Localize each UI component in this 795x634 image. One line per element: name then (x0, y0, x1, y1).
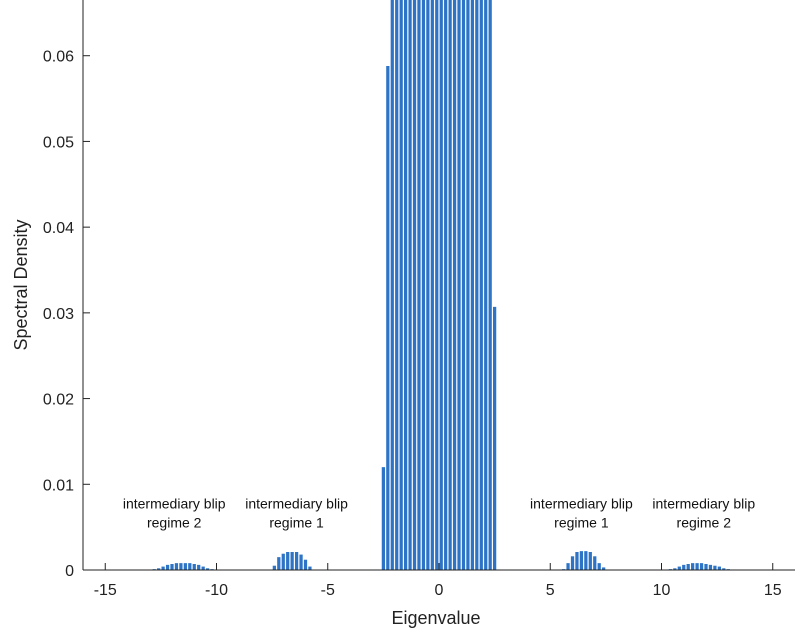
bar (444, 0, 448, 570)
y-axis-label: Spectral Density (11, 219, 31, 350)
bar (588, 552, 592, 570)
bar (457, 0, 461, 570)
bar (412, 0, 417, 570)
bar (579, 551, 584, 570)
bar (201, 566, 205, 570)
bar (566, 563, 570, 570)
bar (584, 551, 588, 570)
bar (395, 0, 399, 570)
bar (597, 563, 601, 570)
bar (421, 0, 426, 570)
annotation-text: intermediary blip (245, 495, 348, 511)
annotation-text: regime 1 (269, 514, 324, 530)
annotation-text: intermediary blip (530, 495, 633, 511)
bar (695, 563, 699, 570)
x-tick-label: 10 (653, 582, 671, 599)
annotation-text: intermediary blip (123, 495, 226, 511)
bar (570, 556, 575, 570)
x-tick-label: 5 (546, 582, 555, 599)
bar (303, 559, 308, 570)
bar (708, 564, 713, 570)
bar (404, 0, 408, 570)
annotation-text: intermediary blip (652, 495, 755, 511)
bar (691, 563, 695, 570)
bar (197, 564, 201, 570)
bar (381, 467, 385, 570)
y-tick-label: 0.05 (43, 134, 74, 151)
bar (722, 568, 726, 570)
bar (188, 563, 192, 570)
y-tick-label: 0 (65, 563, 74, 580)
x-tick-label: -5 (321, 582, 335, 599)
bar (699, 563, 704, 570)
bar (386, 66, 390, 570)
bar (470, 0, 474, 570)
y-tick-label: 0.03 (43, 306, 74, 323)
bar (593, 556, 597, 570)
bar (602, 567, 606, 570)
bar (165, 564, 170, 570)
bar (452, 0, 457, 570)
bar (183, 563, 187, 570)
bar (717, 566, 721, 570)
bar (294, 552, 299, 570)
annotation-text: regime 1 (554, 514, 609, 530)
bar (399, 0, 403, 570)
annotations-group: intermediary blip regime 2 intermediary bl… (123, 495, 755, 530)
bar (408, 0, 412, 570)
bar (713, 565, 717, 570)
bar (205, 568, 210, 570)
bar (461, 0, 466, 570)
bar (435, 0, 439, 570)
bar (479, 0, 483, 570)
bar (161, 566, 165, 570)
bar (448, 0, 452, 570)
bar (417, 0, 421, 570)
bar (673, 568, 677, 570)
bar (682, 564, 686, 570)
bar (174, 563, 179, 570)
bar (286, 552, 290, 570)
bar (179, 563, 183, 570)
bar (677, 566, 681, 570)
bar (192, 564, 196, 570)
x-tick-label: -15 (94, 582, 117, 599)
y-tick-label: 0.01 (43, 477, 74, 494)
bar (475, 0, 479, 570)
x-tick-label: -10 (205, 582, 228, 599)
bar (426, 0, 430, 570)
bar (439, 0, 443, 570)
bar (272, 565, 276, 570)
bar (484, 0, 488, 570)
bar (277, 557, 281, 570)
bar (488, 0, 492, 570)
bar (170, 564, 174, 570)
bar (493, 306, 497, 570)
bar (299, 554, 303, 570)
bar (466, 0, 470, 570)
x-tick-label: 0 (435, 582, 444, 599)
bar (281, 553, 285, 570)
bar (308, 566, 312, 570)
bar (157, 568, 161, 570)
bar (430, 0, 434, 570)
axes-group: -15 -10 -5 0 5 10 15 0 0.01 0.02 0.03 0.04 0.05 0.06 (43, 0, 795, 599)
bar (575, 552, 579, 570)
annotation-text: regime 2 (147, 514, 202, 530)
bar (390, 0, 394, 570)
y-tick-label: 0.04 (43, 220, 74, 237)
y-tick-label: 0.06 (43, 49, 74, 66)
bar (704, 564, 708, 570)
x-axis-label: Eigenvalue (391, 608, 480, 628)
annotation-text: regime 2 (677, 514, 732, 530)
bar (686, 564, 690, 570)
bars-group (152, 0, 730, 570)
y-tick-label: 0.02 (43, 392, 74, 409)
x-tick-label: 15 (764, 582, 782, 599)
bar (290, 552, 294, 570)
